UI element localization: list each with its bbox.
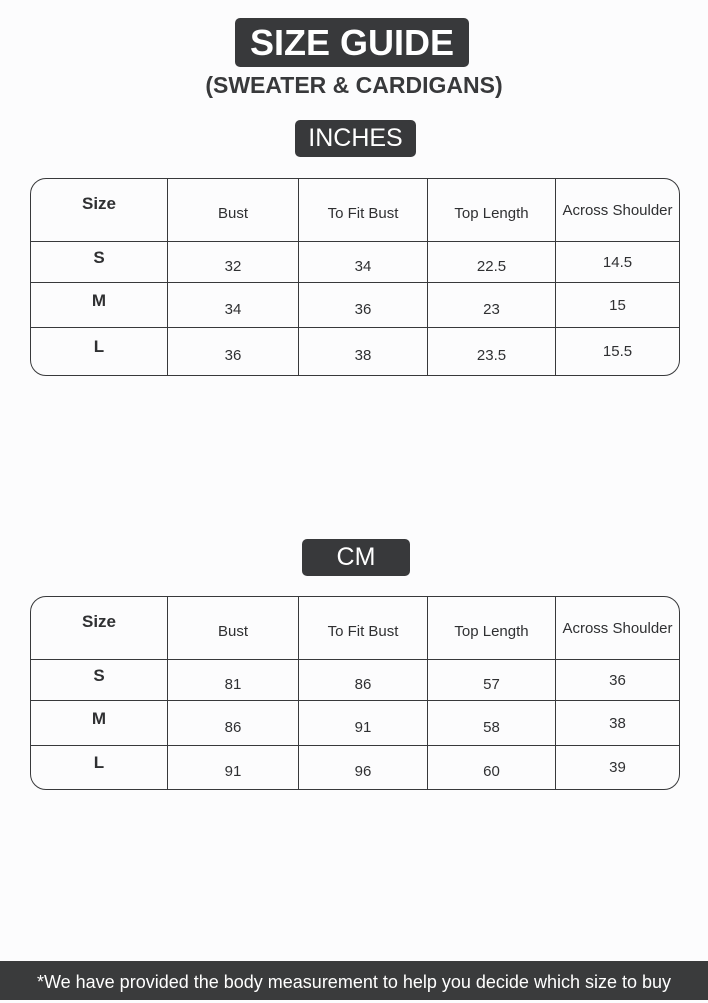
measurement-cell: 91 bbox=[299, 701, 428, 746]
inches-label: INCHES bbox=[295, 120, 416, 157]
measurement-cell: 23 bbox=[428, 283, 556, 328]
size-cell: L bbox=[31, 746, 168, 789]
measurement-cell: 57 bbox=[428, 660, 556, 701]
size-cell: M bbox=[31, 283, 168, 328]
measurement-cell: 14.5 bbox=[556, 242, 679, 283]
measurement-cell: 96 bbox=[299, 746, 428, 789]
column-header: Size bbox=[31, 179, 168, 242]
measurement-cell: 15 bbox=[556, 283, 679, 328]
measurement-cell: 23.5 bbox=[428, 328, 556, 375]
measurement-cell: 32 bbox=[168, 242, 299, 283]
measurement-cell: 36 bbox=[168, 328, 299, 375]
column-header: Across Shoulder bbox=[556, 179, 679, 242]
measurement-cell: 22.5 bbox=[428, 242, 556, 283]
measurement-cell: 34 bbox=[299, 242, 428, 283]
measurement-cell: 60 bbox=[428, 746, 556, 789]
size-cell: M bbox=[31, 701, 168, 746]
column-header: Bust bbox=[168, 179, 299, 242]
size-cell: S bbox=[31, 660, 168, 701]
page-title: SIZE GUIDE bbox=[235, 18, 469, 67]
measurement-cell: 15.5 bbox=[602, 343, 633, 360]
measurement-cell: 36 bbox=[299, 283, 428, 328]
column-header: To Fit Bust bbox=[299, 179, 428, 242]
column-header: To Fit Bust bbox=[299, 597, 428, 660]
column-header: Size bbox=[31, 597, 168, 660]
size-cell: S bbox=[31, 242, 168, 283]
measurement-cell: 86 bbox=[168, 701, 299, 746]
footer-note: *We have provided the body measurement t… bbox=[0, 961, 708, 1000]
measurement-cell: 39 bbox=[609, 759, 626, 776]
column-header: Bust bbox=[168, 597, 299, 660]
measurement-cell: 86 bbox=[299, 660, 428, 701]
size-cell: L bbox=[31, 328, 168, 375]
inches-size-table: Size Bust To Fit Bust Top Length Across Shou… bbox=[30, 178, 680, 376]
cm-label: CM bbox=[302, 539, 410, 576]
column-header: Across Shoulder bbox=[556, 597, 679, 660]
cm-size-table: Size Bust To Fit Bust Top Length Across Shou… bbox=[30, 596, 680, 790]
measurement-cell: 38 bbox=[299, 328, 428, 375]
measurement-cell: 38 bbox=[556, 701, 679, 746]
measurement-cell: 34 bbox=[168, 283, 299, 328]
column-header: Top Length bbox=[428, 597, 556, 660]
measurement-cell: 91 bbox=[168, 746, 299, 789]
column-header: Top Length bbox=[428, 179, 556, 242]
page-subtitle: (SWEATER & CARDIGANS) bbox=[205, 72, 503, 98]
measurement-cell: 81 bbox=[168, 660, 299, 701]
measurement-cell: 36 bbox=[556, 660, 679, 701]
measurement-cell: 58 bbox=[428, 701, 556, 746]
